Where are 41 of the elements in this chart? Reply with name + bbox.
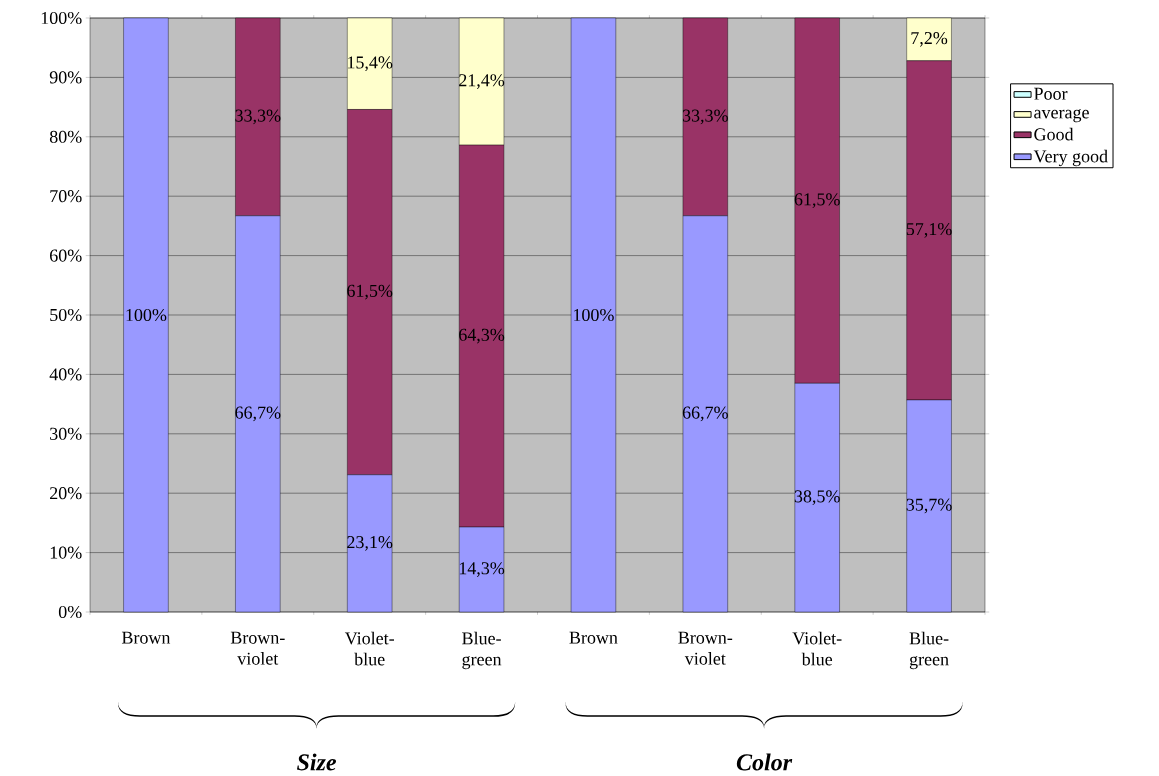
data-label: 23,1%	[347, 536, 393, 551]
data-label: 15,4%	[348, 56, 393, 72]
data-label: 33,3%	[682, 109, 728, 125]
y-tick-label: 0%	[58, 605, 82, 619]
data-label: 66,7%	[235, 406, 281, 422]
y-tick-label: 30%	[50, 427, 82, 440]
x-tick-label: Violet-blue	[344, 631, 394, 666]
x-tick-label: Brown	[569, 631, 618, 644]
legend-label: Very good	[1033, 149, 1108, 167]
data-label: 21,4%	[459, 74, 505, 89]
data-label: 57,1%	[906, 222, 952, 238]
data-label: 38,5%	[794, 490, 840, 506]
x-tick-label: Violet-blue	[792, 631, 842, 666]
legend-label: Poor	[1034, 87, 1068, 100]
legend-label: Good	[1034, 127, 1074, 141]
x-tick-label: Blue-green	[462, 631, 502, 670]
x-tick-label: Brown-violet	[230, 631, 285, 665]
data-label: 61,5%	[794, 193, 840, 209]
y-tick-label: 80%	[49, 130, 82, 143]
y-tick-label: 50%	[50, 308, 82, 322]
y-tick-label: 100%	[41, 11, 82, 25]
data-label: 100%	[574, 308, 614, 322]
x-tick-label: Brown-violet	[678, 631, 733, 665]
x-tick-label: Brown	[121, 631, 171, 644]
data-label: 64,3%	[459, 328, 505, 344]
data-label: 35,7%	[906, 498, 952, 514]
y-tick-label: 40%	[49, 368, 82, 381]
data-label: 100%	[126, 308, 167, 322]
y-tick-label: 10%	[50, 546, 82, 559]
x-tick-label: Blue-green	[909, 631, 949, 670]
text: Size	[296, 753, 337, 771]
text: Color	[736, 753, 793, 771]
y-tick-label: 20%	[50, 487, 82, 500]
y-tick-label: 70%	[50, 190, 82, 203]
data-label: 66,7%	[682, 406, 728, 422]
y-tick-label: 90%	[49, 71, 82, 84]
y-tick-label: 60%	[50, 249, 82, 262]
data-label: 33,3%	[235, 109, 281, 125]
legend-label: average	[1034, 109, 1089, 123]
data-label: 7,2%	[911, 32, 948, 47]
data-label: 14,3%	[459, 562, 505, 577]
